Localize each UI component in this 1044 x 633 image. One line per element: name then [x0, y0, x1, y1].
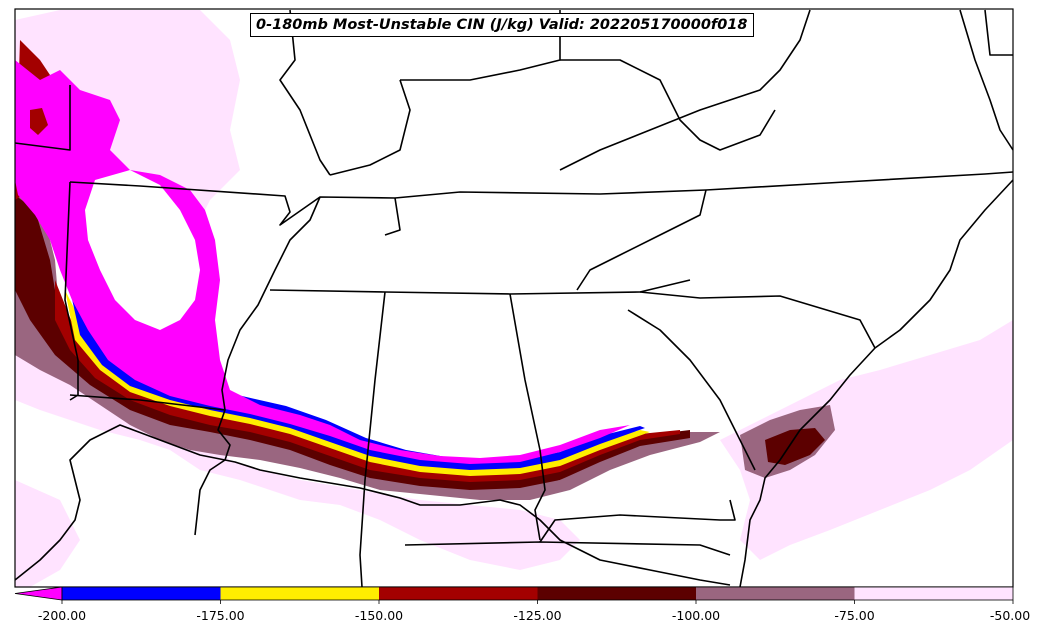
cin-fill-darkred-east	[765, 428, 825, 465]
border-ms-al	[359, 291, 386, 588]
border-ga-fl	[539, 499, 736, 543]
cin-fill-white-interior	[85, 170, 200, 330]
colorbar-segment	[537, 587, 696, 600]
colorbar	[14, 586, 1014, 604]
border-la-north	[69, 394, 231, 536]
map-title: 0-180mb Most-Unstable CIN (J/kg) Valid: …	[250, 13, 754, 37]
colorbar-extend-min	[14, 586, 63, 601]
colorbar-segment	[220, 587, 379, 600]
border-al-fl	[404, 541, 731, 556]
cin-fill-magenta-main	[15, 60, 630, 464]
colorbar-segment	[854, 587, 1013, 600]
border-tn-nc	[576, 189, 707, 291]
colorbar-tick-label: -200.00	[37, 608, 87, 623]
border-ohio-river	[329, 79, 411, 176]
border-ar-west	[64, 181, 79, 401]
colorbar-tick-label: -100.00	[671, 608, 721, 623]
cin-fill-lightpink-south	[15, 480, 80, 587]
coastline-chesapeake	[959, 9, 1014, 151]
state-borders	[14, 9, 1014, 588]
border-nc-sc	[639, 291, 876, 349]
border-il	[279, 9, 331, 176]
cin-fill-red-island	[30, 108, 48, 135]
coastline-gulf	[14, 424, 731, 586]
colorbar-tick-label: -75.00	[834, 608, 875, 623]
colorbar-tick-label: -125.00	[513, 608, 562, 623]
cin-fill-lightpink-east	[720, 320, 1013, 560]
cin-contour-fills	[15, 10, 1013, 587]
border-ok-ks	[14, 85, 71, 151]
border-de-md	[984, 9, 1013, 56]
border-al-ga	[509, 293, 546, 541]
cin-fill-lightpink-west	[15, 300, 580, 570]
colorbar-tick-label: -150.00	[354, 608, 404, 623]
border-in-oh	[400, 10, 561, 81]
colorbar-segment	[62, 587, 221, 600]
coastline-east	[739, 179, 1014, 588]
border-wv	[560, 59, 776, 151]
border-ky-tn	[384, 197, 401, 236]
colorbar-tick-label: -175.00	[196, 608, 245, 623]
border-ga-sc	[627, 309, 756, 471]
colorbar-tick-label: -50.00	[989, 608, 1031, 623]
colorbar-segment	[379, 587, 538, 600]
colorbar-segment	[696, 587, 855, 600]
border-va-ky	[559, 9, 811, 171]
border-ms-river	[221, 196, 321, 411]
